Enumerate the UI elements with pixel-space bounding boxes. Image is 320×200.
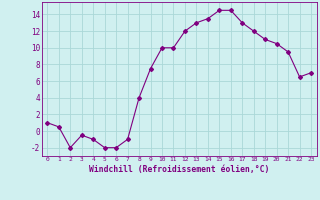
X-axis label: Windchill (Refroidissement éolien,°C): Windchill (Refroidissement éolien,°C) [89, 165, 269, 174]
